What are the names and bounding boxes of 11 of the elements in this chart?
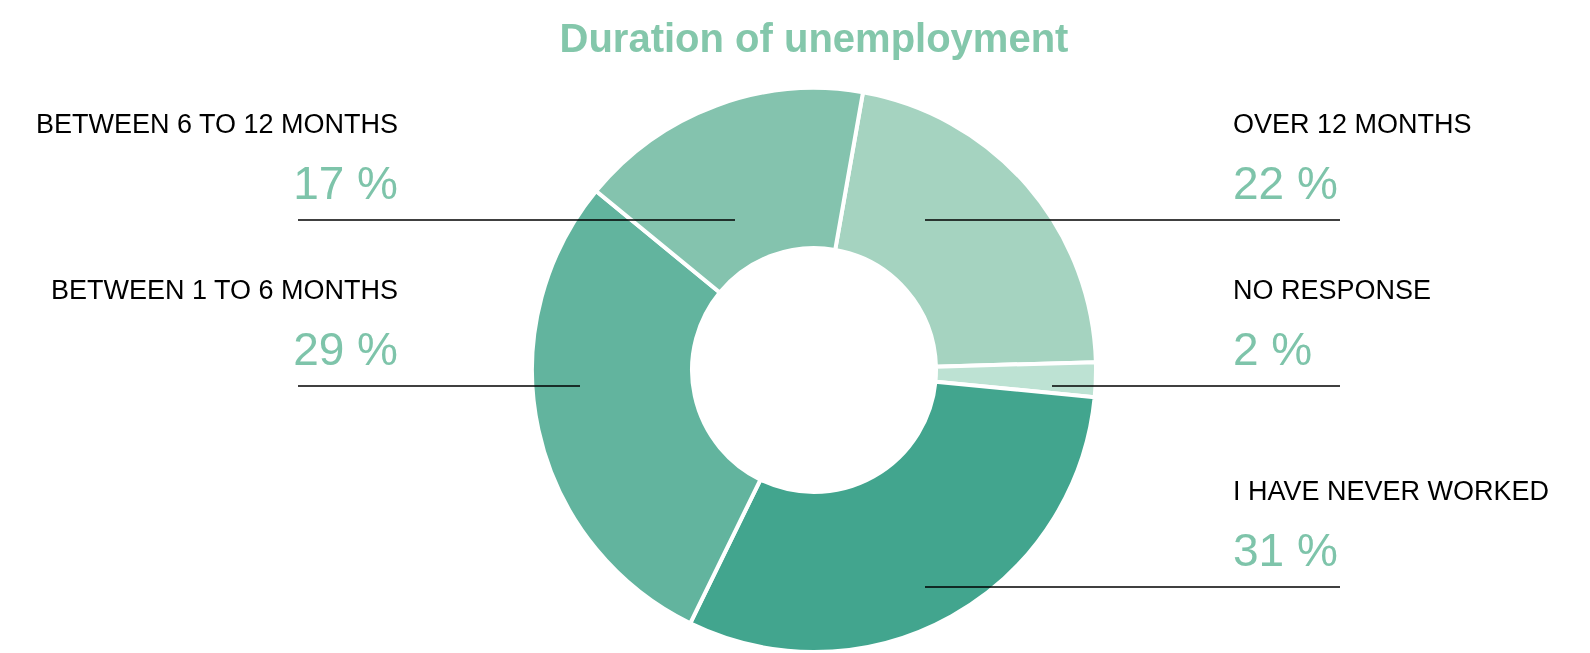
slice-label: OVER 12 MONTHS: [1233, 109, 1472, 139]
slice-label: I HAVE NEVER WORKED: [1233, 476, 1550, 506]
slice-label: BETWEEN 1 TO 6 MONTHS: [50, 275, 398, 305]
data-label: 17 %: [293, 157, 398, 209]
data-label: 22 %: [1233, 157, 1338, 209]
slice-label: NO RESPONSE: [1233, 275, 1432, 305]
chart-title: Duration of unemployment: [559, 16, 1069, 60]
slice-label: BETWEEN 6 TO 12 MONTHS: [35, 109, 398, 139]
data-label: 2 %: [1233, 323, 1313, 375]
data-label: 31 %: [1233, 524, 1338, 576]
data-label: 29 %: [293, 323, 398, 375]
